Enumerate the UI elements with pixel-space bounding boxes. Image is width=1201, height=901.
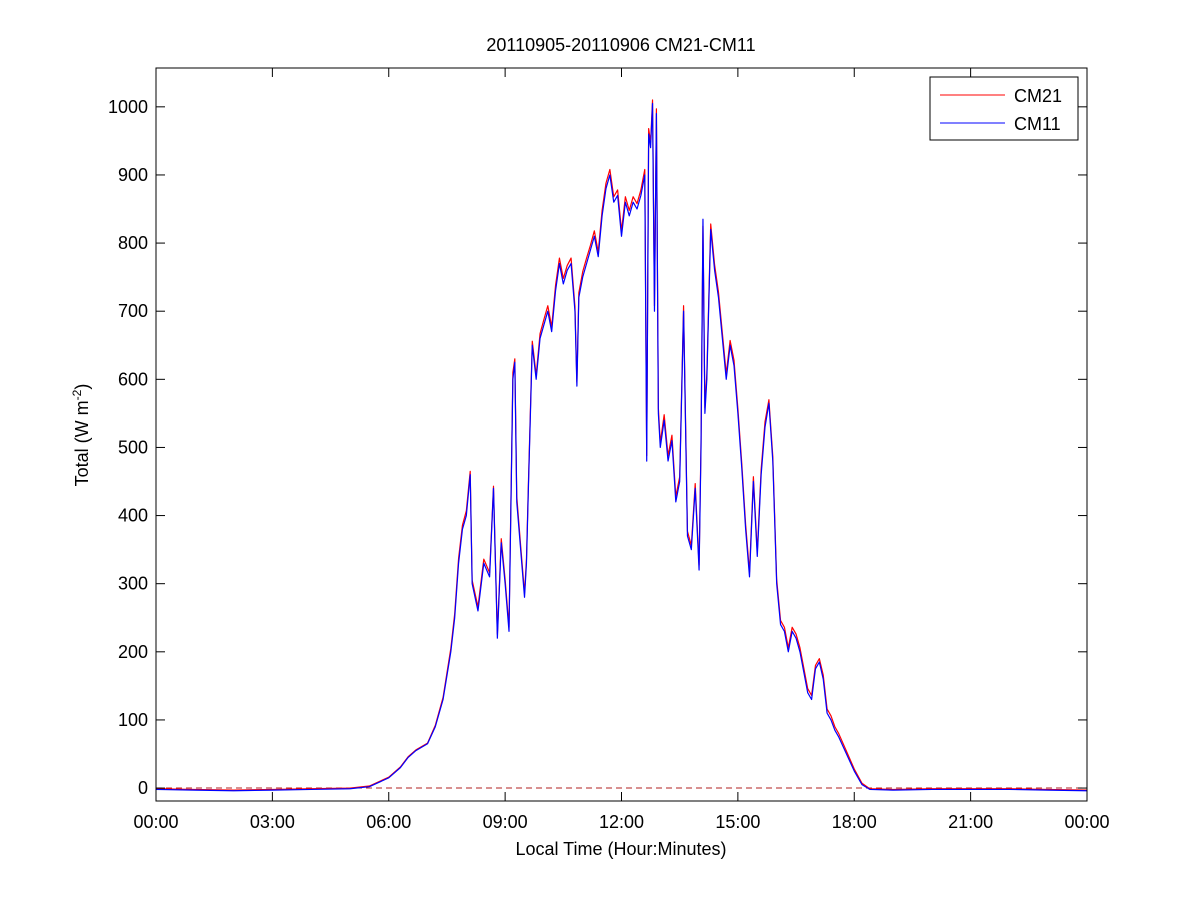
x-tick-label: 03:00: [250, 812, 295, 832]
series-line: [155, 99, 1088, 791]
x-tick-label: 15:00: [715, 812, 760, 832]
y-tick-label: 900: [118, 165, 148, 185]
y-label-text: Total (W m: [72, 400, 92, 486]
x-tick-label: 00:00: [133, 812, 178, 832]
legend-label: CM21: [1014, 86, 1062, 106]
y-tick-label: 300: [118, 574, 148, 594]
legend: CM21 CM11: [929, 76, 1079, 141]
legend-box: [929, 76, 1079, 141]
x-tick-label: 00:00: [1064, 812, 1109, 832]
y-tick-label: 200: [118, 642, 148, 662]
y-tick-label: 1000: [108, 97, 148, 117]
chart-title: 20110905-20110906 CM21-CM11: [486, 35, 755, 55]
y-tick-label: 700: [118, 301, 148, 321]
x-tick-label: 09:00: [483, 812, 528, 832]
y-tick-label: 600: [118, 369, 148, 389]
x-tick-label: 18:00: [832, 812, 877, 832]
y-axis-label: Total (W m-2): [70, 384, 92, 487]
y-label-superscript: -2: [70, 389, 84, 400]
y-tick-label: 500: [118, 437, 148, 457]
series-line: [155, 102, 1088, 792]
x-tick-label: 21:00: [948, 812, 993, 832]
y-label-text: ): [72, 384, 92, 390]
y-tick-label: 100: [118, 710, 148, 730]
legend-label: CM11: [1014, 114, 1061, 134]
x-tick-label: 12:00: [599, 812, 644, 832]
y-tick-label: 400: [118, 506, 148, 526]
y-tick-label: 800: [118, 233, 148, 253]
x-tick-label: 06:00: [366, 812, 411, 832]
x-axis-label: Local Time (Hour:Minutes): [515, 839, 726, 859]
y-tick-label: 0: [138, 778, 148, 798]
